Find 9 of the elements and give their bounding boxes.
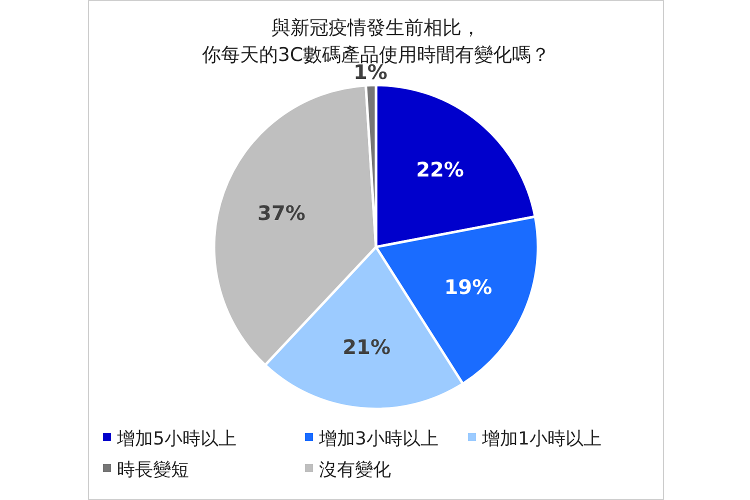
data-label: 22%	[416, 158, 464, 182]
legend-label: 增加3小時以上	[318, 428, 438, 450]
data-label: 21%	[342, 334, 390, 359]
legend-label: 增加1小時以上	[481, 428, 602, 450]
legend-label: 沒有變化	[319, 459, 391, 480]
data-label: 37%	[258, 200, 306, 225]
data-label: 19%	[444, 274, 492, 299]
legend-label: 時長變短	[117, 459, 189, 480]
legend-label: 增加5小時以上	[116, 428, 236, 450]
